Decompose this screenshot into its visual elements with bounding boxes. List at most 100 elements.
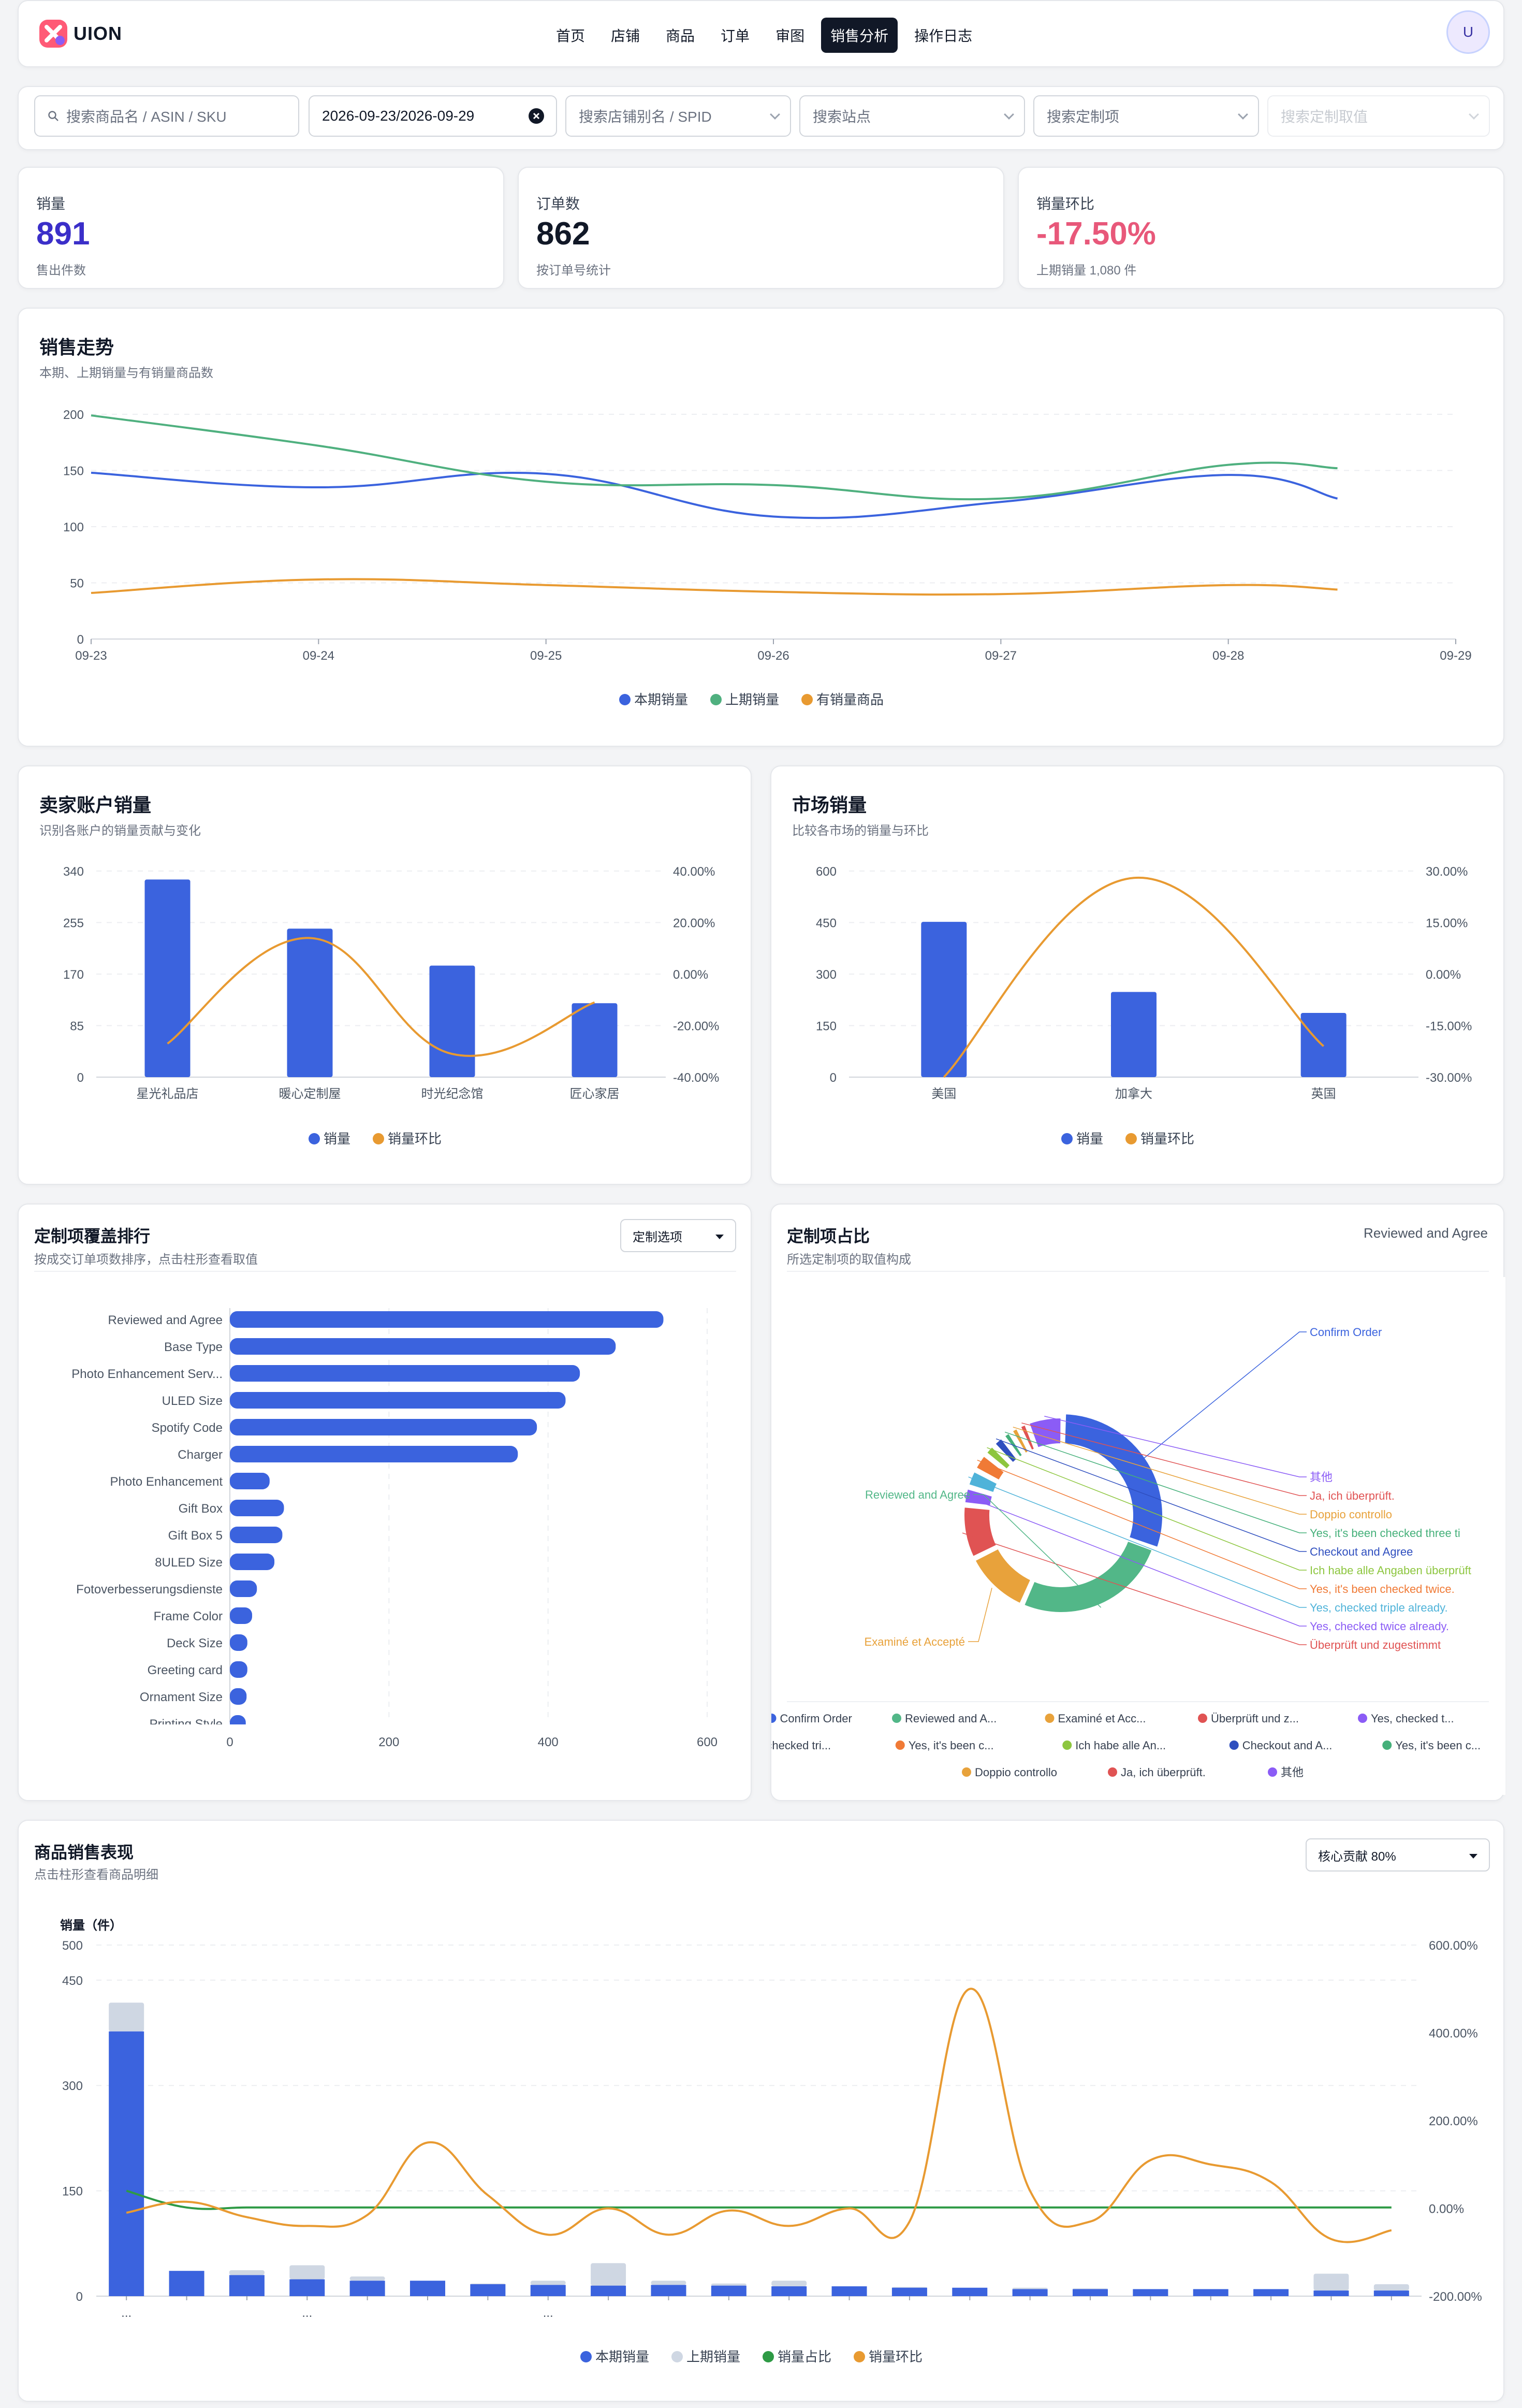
kpi-value: 891 [36,216,90,252]
legend-marker [892,1714,901,1723]
card-title: 销售走势 [39,337,114,358]
x-tick-label: 星光礼品店 [137,1087,199,1101]
bar-current [1133,2289,1168,2296]
legend-label: Yes, checked t... [1371,1712,1454,1725]
legend-label: Yes, it's been c... [1395,1739,1481,1752]
card-subtitle: 比较各市场的销量与环比 [792,824,929,838]
card-title: 定制项占比 [787,1227,870,1245]
kpi-label: 销量 [36,196,66,212]
custom-coverage-card: 定制项覆盖排行 按成交订单项数排序，点击柱形查看取值 定制选项 0 200 400 6… [18,1203,752,1801]
y-tick-label: 0 [830,1071,837,1085]
nav-item[interactable]: 销售分析 [821,18,898,53]
market-sales-chart[interactable]: 0 150 300 450 600 -30.00% -15.00% 0.00% 15.00% 30… [771,766,1505,1186]
chevron-down-icon [1004,109,1014,120]
bar-current [771,2286,807,2296]
chevron-down-icon [770,109,780,120]
bar [230,1607,253,1624]
bar-current [109,2031,144,2296]
bar-previous [771,2281,807,2287]
contribution-dropdown[interactable]: 核心贡献 80% [1306,1838,1490,1872]
bar-current [891,2287,927,2296]
site-select[interactable]: 搜索站点 [799,95,1025,137]
y2-tick-label: 400.00% [1429,2027,1478,2041]
legend-label: 本期销量 [634,692,688,707]
date-range-picker[interactable]: 2026-09-23/2026-09-29 [309,95,557,137]
nav-item[interactable]: 订单 [721,28,750,44]
y2-tick-label: 0.00% [1426,968,1461,982]
custom-item-select[interactable]: 搜索定制项 [1033,95,1259,137]
legend-marker [1358,1714,1367,1723]
nav-item[interactable]: 审图 [775,28,805,44]
x-tick-label: 时光纪念馆 [421,1087,484,1101]
bar-previous [109,2003,144,2032]
donut-slice [961,1504,1000,1560]
nav-item[interactable]: 首页 [556,28,586,44]
bar [230,1365,580,1382]
bar-current [410,2281,445,2296]
slice-label: Doppio controllo [1310,1508,1392,1521]
slice-label: Reviewed and Agree [865,1488,970,1501]
nav-item[interactable]: 店铺 [611,28,640,44]
legend-label: Confirm Order [780,1712,852,1725]
main-nav: 首页 店铺 商品 订单 审图 销售分析 操作日志 [547,18,982,53]
bar [230,1473,270,1489]
caret-down-icon [715,1235,724,1239]
bar-current [1253,2289,1289,2296]
x-tick-label: 200 [378,1735,399,1749]
legend-label: Ja, ich überprüft. [1121,1766,1206,1779]
bar-previous [1313,2273,1349,2291]
bar-current [349,2281,385,2296]
divider [787,1271,1489,1272]
series-line-销量环比 [126,1988,1392,2243]
bar-current [1193,2289,1228,2296]
y2-tick-label: -20.00% [673,1020,719,1034]
bar [230,1500,284,1516]
legend-marker [771,1714,777,1723]
y-tick-label: Charger [178,1448,223,1462]
slice-label: Yes, it's been checked twice. [1310,1583,1455,1595]
sales-trend-chart[interactable]: 0 50 100 150 200 09-23 09-24 09-25 09-26 09-27 09-… [19,309,1505,748]
product-search-input[interactable]: 搜索商品名 / ASIN / SKU [34,95,299,137]
nav-item[interactable]: 商品 [666,28,695,44]
y-tick-label: 300 [816,968,837,982]
bar-current [530,2285,566,2296]
store-select[interactable]: 搜索店铺别名 / SPID [565,95,791,137]
x-tick-label: 600 [697,1735,718,1749]
custom-share-chart[interactable]: Confirm Order 其他 Ja, ich überprüft. Doppio … [771,1205,1505,1802]
y-tick-label: 150 [62,2185,83,2199]
y2-tick-label: -30.00% [1426,1071,1472,1085]
x-tick-label: 加拿大 [1115,1087,1152,1101]
nav-item[interactable]: 操作日志 [914,28,973,44]
clear-icon[interactable] [528,108,545,124]
custom-coverage-chart[interactable]: 0 200 400 600 Reviewed and Agree Base Type Pho… [19,1205,753,1802]
legend-marker [671,2351,683,2362]
seller-sales-chart[interactable]: 0 85 170 255 340 -40.00% -20.00% 0.00% 20.00% 40.… [19,766,753,1186]
bar [230,1554,275,1570]
legend-label: 销量占比 [778,2349,831,2365]
product-sales-chart[interactable]: 销量（件） 0 150 300 450 500 -200.00% 0.00% 200.00% 40… [19,1821,1505,2403]
slice-label: Yes, it's been checked three ti [1310,1527,1460,1540]
bar [287,929,333,1077]
y-tick-label: 0 [77,633,84,647]
x-tick-label: ... [302,2306,312,2320]
legend-label: Überprüft und z... [1211,1712,1299,1725]
dropdown-value: 定制选项 [633,1230,682,1244]
legend-marker [1125,1133,1137,1144]
bar [572,1003,618,1077]
kpi-label: 销量环比 [1036,196,1095,212]
x-tick-label: 09-29 [1440,649,1471,663]
kpi-subtitle: 售出件数 [36,264,86,278]
uion-logo-icon[interactable] [37,18,69,50]
user-avatar[interactable]: U [1446,10,1490,54]
legend-marker [1062,1740,1072,1750]
legend-marker [962,1767,971,1777]
legend-marker [801,694,813,705]
y-tick-label: 50 [70,577,84,591]
kpi-label: 订单数 [536,196,580,212]
legend-label: Yes, it's been c... [909,1739,994,1752]
custom-option-dropdown[interactable]: 定制选项 [620,1219,736,1252]
bar-current [651,2285,686,2296]
bar-current [169,2271,204,2296]
bar-previous [1012,2287,1048,2289]
legend-label: 其他 [1281,1766,1304,1779]
